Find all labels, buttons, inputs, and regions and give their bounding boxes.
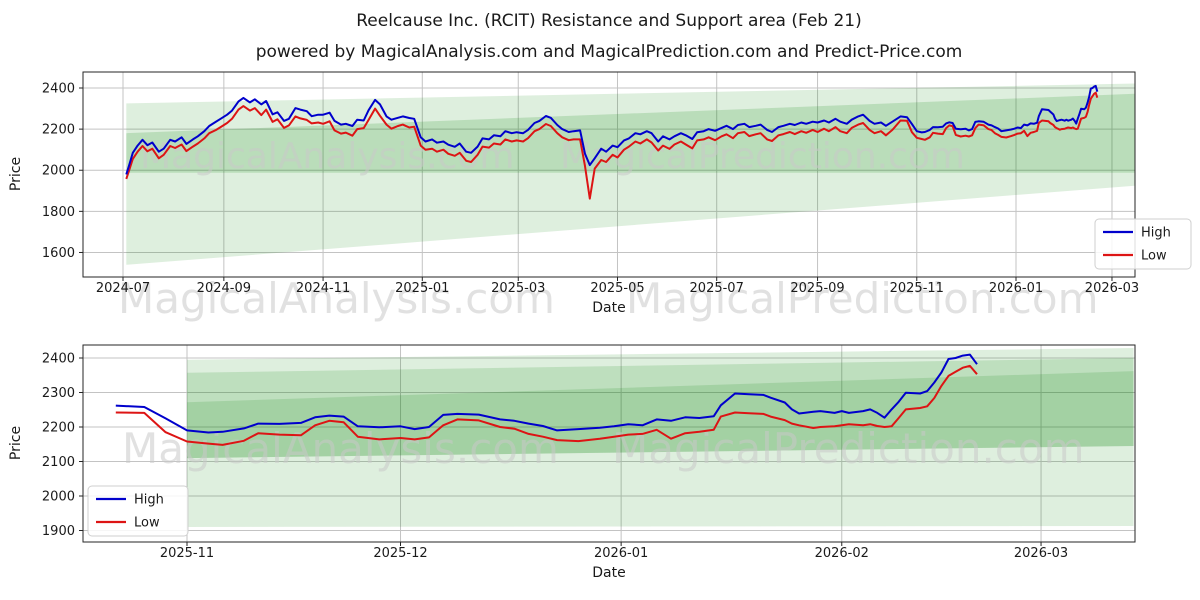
watermark-text: MagicalPrediction.com: [612, 424, 1085, 473]
low-line: [115, 364, 978, 446]
legend-label: High: [1141, 226, 1171, 241]
y-tick-label: 1600: [42, 246, 75, 261]
x-axis-label: Date: [592, 300, 625, 316]
watermark-text: MagicalPrediction.com: [560, 136, 965, 177]
x-tick-label: 2024-07: [96, 281, 150, 296]
plot-border: [82, 344, 1136, 543]
y-tick-label: 2100: [42, 455, 75, 470]
high-line: [115, 353, 978, 434]
y-axis-label: Price: [8, 426, 24, 460]
top-chart-foreground: 2024-07 2024-09 2024-11 2025-01 2025-03 2025-…: [8, 71, 1192, 316]
x-tick-label: 2026-03: [1014, 546, 1068, 561]
x-tick-label: 2025-12: [373, 546, 427, 561]
x-tick-label: 2025-07: [690, 281, 744, 296]
top-chart-background: [83, 72, 1135, 277]
resistance-area-band: [126, 93, 1135, 173]
y-tick-label: 2200: [42, 421, 75, 436]
y-tick-label: 2000: [42, 490, 75, 505]
x-tick-label: 2026-01: [594, 546, 648, 561]
plot-border: [82, 71, 1136, 278]
y-tick-label: 2400: [42, 82, 75, 97]
x-tick-label: 2025-01: [395, 281, 449, 296]
y-tick-label: 2300: [42, 386, 75, 401]
watermark-text: MagicalAnalysis.com: [118, 274, 555, 323]
low-line: [125, 91, 1099, 200]
x-axis-label: Date: [592, 565, 625, 581]
x-tick-label: 2024-09: [197, 281, 251, 296]
legend-label: Low: [134, 516, 160, 531]
page-title: Reelcause Inc. (RCIT) Resistance and Sup…: [356, 11, 862, 31]
y-tick-label: 1900: [42, 524, 75, 539]
x-tick-label: 2026-01: [989, 281, 1043, 296]
y-tick-label: 2000: [42, 164, 75, 179]
bottom-chart-background: [83, 345, 1135, 542]
y-tick-label: 1800: [42, 205, 75, 220]
resistance-core-band: [187, 371, 1134, 459]
y-tick-label: 2200: [42, 123, 75, 138]
x-tick-label: 2025-09: [790, 281, 844, 296]
x-tick-label: 2026-03: [1085, 281, 1139, 296]
watermark-text: MagicalPrediction.com: [626, 274, 1099, 323]
y-axis-label: Price: [8, 157, 24, 191]
legend-label: Low: [1141, 249, 1167, 264]
y-tick-label: 2400: [42, 352, 75, 367]
x-tick-label: 2024-11: [296, 281, 350, 296]
watermark-text: MagicalAnalysis.com: [140, 136, 514, 177]
resistance-area-band: [187, 358, 1134, 459]
bottom-chart-foreground: 2025-11 2025-12 2026-01 2026-02 2026-03 2400 2…: [8, 344, 1136, 581]
x-tick-label: 2025-11: [890, 281, 944, 296]
support-area-band: [187, 348, 1134, 527]
legend-label: High: [134, 493, 164, 508]
x-tick-label: 2026-02: [815, 546, 869, 561]
x-tick-label: 2025-05: [590, 281, 644, 296]
x-tick-label: 2025-11: [160, 546, 214, 561]
chart-subtitle: powered by MagicalAnalysis.com and Magic…: [256, 42, 963, 62]
support-area-band: [126, 83, 1135, 265]
high-line: [125, 84, 1099, 175]
x-tick-label: 2025-03: [491, 281, 545, 296]
